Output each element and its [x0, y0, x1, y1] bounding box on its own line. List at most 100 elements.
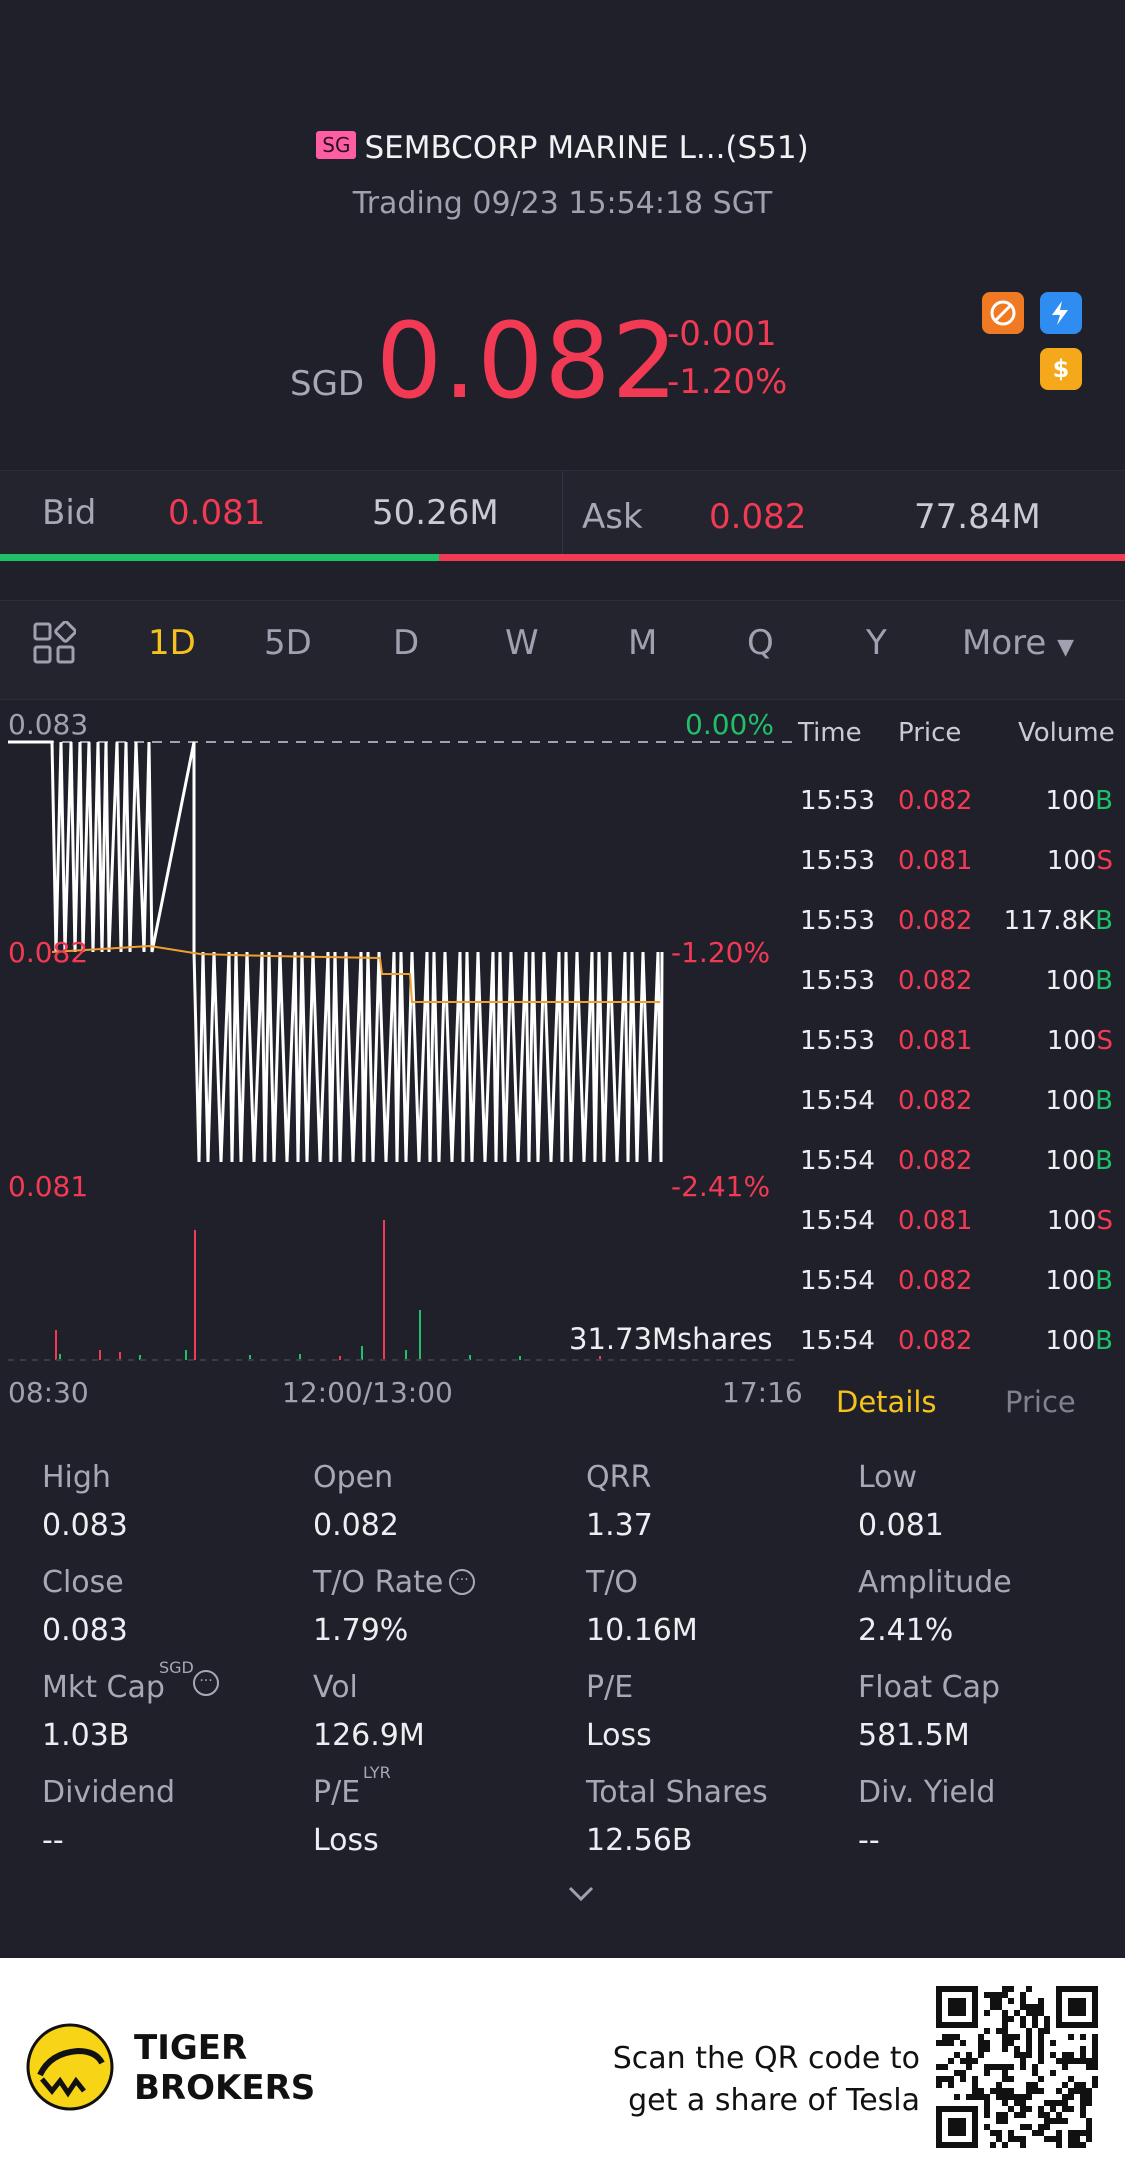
tab-more-label: More — [962, 623, 1047, 663]
tick-volume-value: 100 — [1045, 1326, 1096, 1356]
div-yield-value: -- — [858, 1823, 880, 1858]
no-short-icon[interactable] — [982, 292, 1024, 334]
trading-status: Trading 09/23 15:54:18 SGT — [352, 186, 773, 221]
high-label: High — [42, 1460, 111, 1495]
tab-5d[interactable]: 5D — [264, 623, 312, 663]
x-axis-end: 17:16 — [722, 1376, 803, 1409]
tick-time: 15:54 — [800, 1326, 875, 1356]
tick-volume: 100B — [1046, 786, 1113, 816]
tick-side: S — [1096, 1206, 1113, 1236]
chart-mid-pct: -1.20% — [671, 936, 771, 969]
low-value: 0.081 — [858, 1508, 944, 1543]
dividend-value: -- — [42, 1823, 64, 1858]
mktcap-value: 1.03B — [42, 1718, 130, 1753]
open-value: 0.082 — [313, 1508, 399, 1543]
tick-row: 15:53 0.082 100B — [790, 966, 1125, 1026]
stock-name[interactable]: SEMBCORP MARINE L...(S51) — [364, 130, 809, 166]
last-price: 0.082 — [376, 300, 679, 422]
chart-svg — [8, 740, 798, 1361]
amplitude-value: 2.41% — [858, 1613, 954, 1648]
tick-row: 15:54 0.082 100B — [790, 1146, 1125, 1206]
total-shares-label: Total Shares — [586, 1775, 768, 1810]
tick-price: 0.081 — [898, 1026, 973, 1056]
average-line — [51, 944, 660, 1003]
tick-side: B — [1095, 966, 1113, 996]
qr-slogan: Scan the QR code to get a share of Tesla — [613, 2038, 920, 2122]
time-and-sales: Time Price Volume 15:53 0.082 100B 15:53 0.0… — [790, 700, 1125, 1370]
amplitude-label: Amplitude — [858, 1565, 1012, 1600]
period-tabs: 1D 5D D W M Q Y More ▼ — [0, 600, 1125, 700]
ask-label: Ask — [582, 497, 643, 537]
bid-label: Bid — [42, 493, 97, 533]
chart-low-pct: -2.41% — [671, 1170, 771, 1203]
change-value: -0.001 — [667, 314, 777, 354]
tab-y[interactable]: Y — [866, 623, 887, 663]
tab-details[interactable]: Details — [836, 1385, 937, 1419]
flash-icon[interactable] — [1040, 292, 1082, 334]
ask-volume: 77.84M — [914, 497, 1041, 537]
bid-volume: 50.26M — [372, 493, 499, 533]
expand-chevron-icon[interactable] — [566, 1884, 596, 1908]
more-info-icon[interactable]: ··· — [449, 1569, 475, 1595]
intraday-chart[interactable]: 0.083 0.00% 0.082 -1.20% 0.081 -2.41% 31… — [0, 700, 803, 1420]
chevron-down-icon: ▼ — [1057, 635, 1075, 660]
qrr-value: 1.37 — [586, 1508, 653, 1543]
more-info-icon[interactable]: ··· — [193, 1670, 219, 1696]
tick-side: B — [1095, 906, 1113, 936]
brand-name: TIGER BROKERS — [134, 2028, 315, 2108]
feature-icons: $ — [982, 292, 1082, 392]
change-percent: -1.20% — [667, 362, 788, 402]
tick-volume-value: 100 — [1045, 966, 1096, 996]
dividend-label: Dividend — [42, 1775, 176, 1810]
quote-header: SG SEMBCORP MARINE L...(S51) Trading 09/2… — [0, 0, 1125, 470]
ask-price: 0.082 — [709, 497, 807, 537]
tick-volume: 100B — [1046, 966, 1113, 996]
tab-price[interactable]: Price — [1005, 1385, 1076, 1419]
layout-grid-icon[interactable] — [32, 620, 77, 669]
dollar-icon[interactable]: $ — [1040, 348, 1082, 390]
tab-more[interactable]: More ▼ — [962, 623, 1074, 663]
mktcap-currency: SGD — [159, 1658, 194, 1677]
to-value: 10.16M — [586, 1613, 698, 1648]
qrr-label: QRR — [586, 1460, 652, 1495]
tab-1d[interactable]: 1D — [148, 623, 196, 663]
tick-volume-value: 100 — [1045, 1086, 1096, 1116]
tick-side: B — [1095, 786, 1113, 816]
share-footer: TIGER BROKERS Scan the QR code to get a … — [0, 1958, 1125, 2178]
vol-label: Vol — [313, 1670, 358, 1705]
tick-volume: 117.8KB — [1004, 906, 1113, 936]
tab-m[interactable]: M — [628, 623, 658, 663]
tick-volume-value: 100 — [1045, 786, 1096, 816]
stock-details: High 0.083 Open 0.082 QRR 1.37 Low 0.081… — [0, 1440, 1125, 1940]
to-label: T/O — [586, 1565, 639, 1600]
qr-code-icon[interactable] — [936, 1986, 1098, 2148]
tick-volume: 100B — [1046, 1266, 1113, 1296]
tick-price: 0.081 — [898, 846, 973, 876]
tick-time: 15:53 — [800, 1026, 875, 1056]
tick-row: 15:53 0.082 100B — [790, 786, 1125, 846]
tick-side: B — [1095, 1266, 1113, 1296]
volume-bars — [55, 1220, 601, 1360]
tick-volume-value: 100 — [1046, 846, 1097, 876]
price-area: SGD 0.082 -0.001 -1.20% $ — [0, 292, 1125, 422]
tick-volume: 100S — [1047, 1026, 1113, 1056]
tick-row: 15:54 0.082 100B — [790, 1326, 1125, 1386]
pe-label: P/E — [586, 1670, 634, 1705]
tick-volume: 100S — [1047, 846, 1113, 876]
slogan-line-1: Scan the QR code to — [612, 2041, 920, 2076]
tick-price: 0.082 — [898, 1326, 973, 1356]
brand-line-2: BROKERS — [134, 2068, 316, 2108]
tick-price: 0.082 — [898, 1146, 973, 1176]
chart-top-pct: 0.00% — [685, 708, 774, 741]
price-line — [8, 740, 664, 1163]
tick-volume-value: 117.8K — [1003, 906, 1096, 936]
tick-row: 15:53 0.082 117.8KB — [790, 906, 1125, 966]
tab-q[interactable]: Q — [747, 623, 774, 663]
tick-volume-value: 100 — [1045, 1146, 1096, 1176]
open-label: Open — [313, 1460, 394, 1495]
tick-row: 15:53 0.081 100S — [790, 846, 1125, 906]
tab-w[interactable]: W — [505, 623, 539, 663]
tab-d[interactable]: D — [393, 623, 420, 663]
tick-time: 15:54 — [800, 1206, 875, 1236]
tick-side: S — [1096, 846, 1113, 876]
